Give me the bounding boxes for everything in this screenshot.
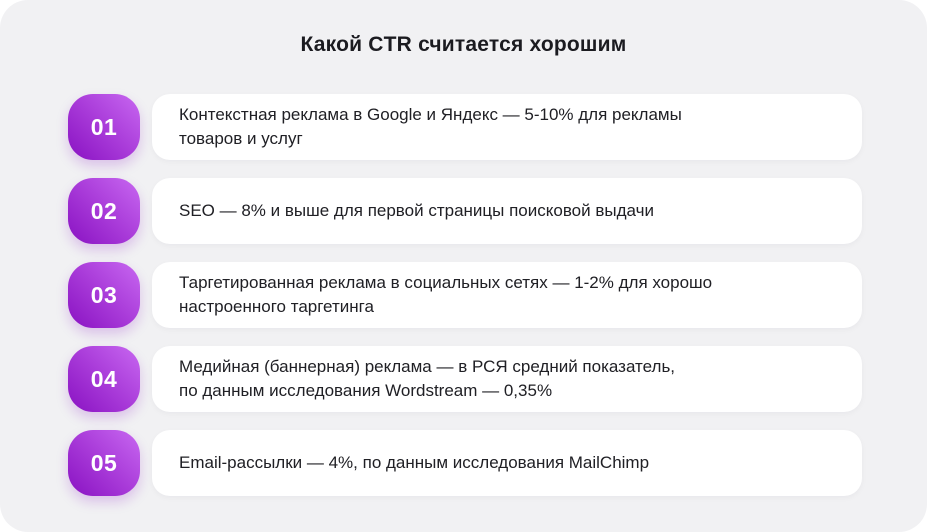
list-item: 03 Таргетированная реклама в социальных … — [68, 262, 862, 328]
item-number-badge: 01 — [68, 94, 140, 160]
item-card: Таргетированная реклама в социальных сет… — [152, 262, 862, 328]
item-number-badge: 02 — [68, 178, 140, 244]
list-item: 02 SEO — 8% и выше для первой страницы п… — [68, 178, 862, 244]
item-text: SEO — 8% и выше для первой страницы поис… — [179, 201, 654, 220]
ctr-benchmark-list: 01 Контекстная реклама в Google и Яндекс… — [68, 94, 862, 496]
list-item: 01 Контекстная реклама в Google и Яндекс… — [68, 94, 862, 160]
list-item: 05 Email-рассылки — 4%, по данным исслед… — [68, 430, 862, 496]
page-title: Какой CTR считается хорошим — [300, 33, 627, 56]
item-card: Медийная (баннерная) реклама — в РСЯ сре… — [152, 346, 862, 412]
item-text: Медийная (баннерная) реклама — в РСЯ сре… — [179, 357, 676, 400]
item-number-badge: 05 — [68, 430, 140, 496]
item-card: Контекстная реклама в Google и Яндекс — … — [152, 94, 862, 160]
item-text: Таргетированная реклама в социальных сет… — [179, 273, 713, 316]
item-number-badge: 04 — [68, 346, 140, 412]
item-text: Email-рассылки — 4%, по данным исследова… — [179, 453, 650, 472]
item-text: Контекстная реклама в Google и Яндекс — … — [179, 105, 682, 148]
item-number-badge: 03 — [68, 262, 140, 328]
list-item: 04 Медийная (баннерная) реклама — в РСЯ … — [68, 346, 862, 412]
item-card: Email-рассылки — 4%, по данным исследова… — [152, 430, 862, 496]
item-card: SEO — 8% и выше для первой страницы поис… — [152, 178, 862, 244]
